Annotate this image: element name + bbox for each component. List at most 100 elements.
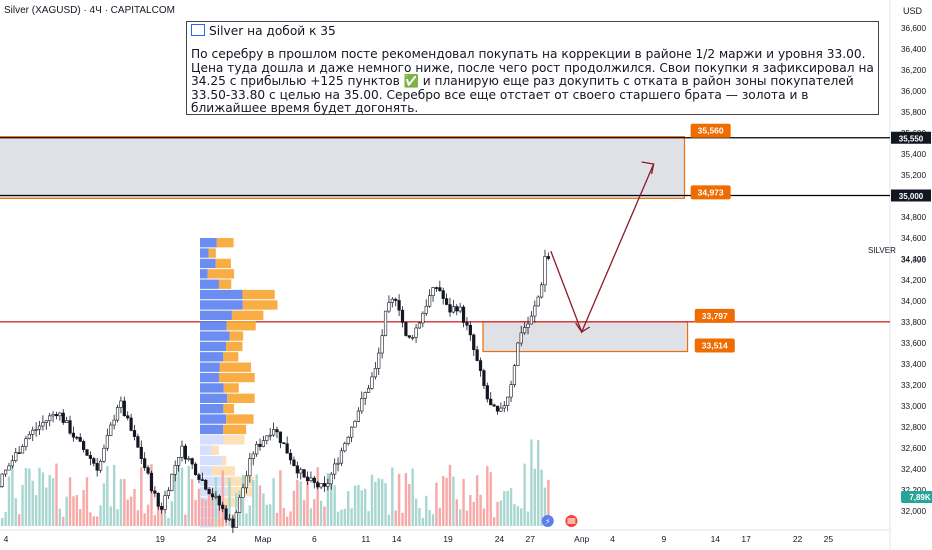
volume-profile-buy — [200, 466, 212, 476]
volume-profile-sell — [231, 310, 264, 320]
volume-profile-buy — [200, 321, 227, 331]
zone-label-text: 33,797 — [702, 311, 728, 321]
y-tick-label: 36,400 — [901, 45, 926, 54]
candle-body — [51, 414, 55, 417]
candle-body — [353, 421, 357, 428]
volume-profile-sell — [223, 424, 247, 435]
volume-bar — [404, 473, 408, 526]
y-tick-label: 34,000 — [901, 297, 926, 306]
candle-body — [380, 335, 384, 354]
candle-body — [214, 495, 218, 498]
x-tick-label: 19 — [155, 534, 165, 544]
volume-bar — [438, 507, 442, 526]
volume-bar — [397, 473, 401, 526]
chart-icon — [191, 24, 205, 36]
volume-profile-buy — [200, 279, 219, 289]
volume-bar — [489, 472, 492, 526]
candle-body — [78, 437, 82, 442]
volume-bar — [207, 495, 211, 526]
candle-body — [495, 405, 500, 412]
candle-body — [424, 305, 428, 314]
volume-bar — [95, 516, 99, 526]
volume-profile-sell — [226, 341, 243, 352]
candle-body — [546, 256, 550, 259]
zone-label-box — [694, 338, 735, 353]
candle-body — [92, 458, 96, 464]
candle-body — [129, 417, 133, 431]
volume-bar — [187, 465, 190, 526]
y-tick-label: 33,400 — [901, 360, 926, 369]
candle-body — [112, 419, 116, 426]
volume-bar — [170, 501, 174, 526]
candle-body — [445, 298, 449, 305]
volume-bar — [119, 479, 123, 526]
x-tick-label: Мар — [255, 534, 272, 544]
volume-bar — [235, 493, 238, 526]
candle-body — [126, 415, 130, 419]
volume-bar — [92, 516, 95, 526]
y-tick-label: 36,600 — [901, 24, 926, 33]
candle-body — [61, 412, 65, 423]
currency-label[interactable]: USD — [902, 6, 922, 16]
forecast-arrowhead — [641, 161, 655, 175]
volume-bar — [492, 517, 496, 526]
volume-bar — [136, 510, 140, 526]
candle-body — [394, 298, 398, 301]
volume-bar — [516, 506, 520, 526]
candle-body — [302, 469, 306, 478]
candle-body — [248, 458, 252, 477]
volume-bar — [72, 496, 75, 526]
candle-body — [41, 422, 45, 427]
level-tag — [891, 131, 931, 144]
candle-body — [309, 477, 313, 481]
volume-profile-buy — [200, 248, 209, 258]
volume-profile-sell — [242, 300, 278, 310]
volume-bar — [370, 474, 374, 526]
candle-body — [58, 412, 62, 417]
volume-bar — [65, 496, 68, 526]
volume-bar — [316, 467, 319, 526]
candle-body — [458, 306, 462, 312]
volume-bar — [75, 495, 79, 526]
volume-bar — [350, 508, 353, 526]
candle-body — [478, 360, 483, 371]
volume-profile-buy — [200, 424, 224, 435]
candle-body — [431, 287, 435, 297]
y-tick-label: 36,200 — [901, 66, 926, 75]
volume-profile-sell — [215, 258, 231, 269]
candle-body — [383, 310, 388, 336]
candle-body — [319, 483, 323, 488]
volume-bar — [140, 467, 143, 526]
candle-body — [170, 473, 174, 491]
candle-body — [153, 490, 157, 494]
candle-body — [278, 431, 282, 443]
candle-body — [350, 426, 354, 438]
volume-badge-label: 7,89K — [909, 493, 931, 502]
symbol-title[interactable]: Silver (XAGUSD) · 4Ч · CAPITALCOM — [4, 5, 175, 16]
last-price-label: 34,396 — [901, 255, 926, 264]
y-tick-label: 32,200 — [901, 486, 926, 495]
volume-profile-buy — [200, 393, 228, 403]
volume-profile-sell — [226, 414, 254, 424]
volume-bar — [496, 501, 499, 526]
candle-body — [122, 400, 126, 417]
zone-label-text: 35,560 — [698, 126, 724, 136]
idea-note[interactable]: Silver на добой к 35 По серебру в прошло… — [186, 21, 879, 115]
y-tick-label: 34,600 — [901, 234, 926, 243]
level-tag — [891, 189, 931, 202]
zone-label-box — [690, 123, 731, 138]
volume-profile-buy — [200, 362, 220, 372]
volume-profile-sell — [216, 238, 234, 248]
volume-bar — [282, 507, 285, 526]
candle-body — [499, 407, 503, 412]
candle-body — [193, 463, 198, 476]
volume-profile-buy — [200, 414, 227, 424]
volume-bar — [479, 494, 482, 526]
candle-body — [475, 349, 479, 361]
candle-body — [139, 446, 143, 459]
candle-body — [512, 365, 517, 385]
seller-zone — [0, 136, 686, 199]
volume-profile-buy — [200, 331, 230, 341]
volume-bar — [408, 483, 411, 526]
